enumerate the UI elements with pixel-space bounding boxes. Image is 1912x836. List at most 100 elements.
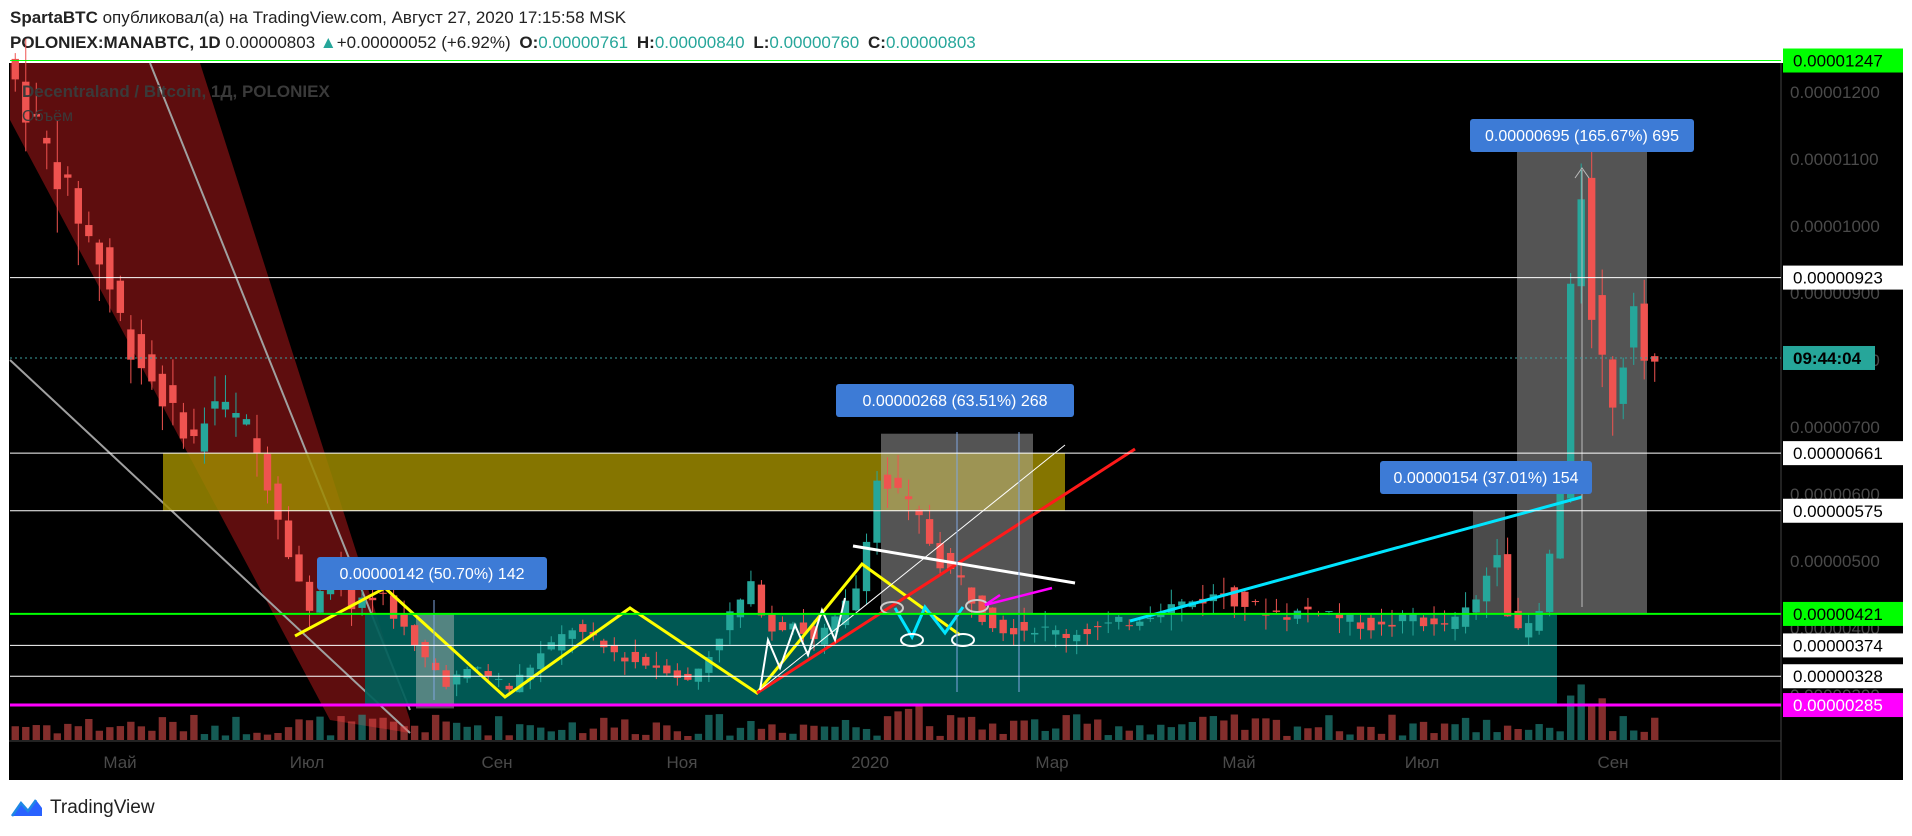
candle-body (1588, 177, 1596, 320)
measure-label-box (836, 384, 1074, 417)
price-label-box (1783, 498, 1903, 523)
candle-body (1335, 614, 1344, 619)
candle-body (768, 614, 776, 632)
price-labels: 0.00001247 0.00000923 0.00000661 0.00000575… (1783, 48, 1903, 718)
candle-body (74, 188, 82, 224)
candle-body (1430, 618, 1438, 625)
candle-body (579, 624, 587, 632)
volume-bar (116, 726, 125, 740)
volume-bar (1167, 727, 1175, 740)
candle-body (789, 623, 797, 630)
watermark-title: Decentraland / Bitcoin, 1Д, POLONIEX (22, 82, 330, 101)
volume-bar (1566, 695, 1575, 740)
volume-bar (179, 731, 188, 740)
volume-bar (904, 708, 913, 740)
price-label-box (1783, 693, 1903, 718)
price-label-box (1783, 664, 1903, 689)
volume-bar (221, 735, 230, 740)
candle-body (64, 174, 72, 178)
volume-bar (1419, 721, 1428, 740)
measure-label-box (1380, 461, 1592, 494)
volume-bar (274, 732, 282, 740)
volume-bar (631, 734, 639, 740)
volume-bar (190, 714, 198, 740)
candle-body (495, 678, 503, 680)
candle-body (1178, 601, 1186, 606)
volume-bar (1314, 727, 1323, 740)
candle-body (1577, 199, 1585, 287)
volume-bar (43, 725, 51, 740)
volume-bar (1367, 726, 1375, 740)
volume-bar (1598, 698, 1606, 740)
volume-bar (452, 722, 461, 740)
volume-bar (1325, 715, 1333, 740)
volume-bar (1199, 716, 1207, 740)
volume-bar (442, 721, 450, 740)
volume-bar (1651, 717, 1659, 740)
author-name[interactable]: SpartaBTC (10, 8, 98, 27)
volume-bar (694, 733, 703, 740)
y-tick-label: 0.00001000 (1790, 217, 1880, 236)
candle-body (852, 588, 860, 611)
volume-bar (1630, 730, 1638, 740)
volume-bar (106, 727, 114, 740)
candle-body (684, 673, 692, 680)
measure-labels: 0.00000142 (50.70%) 142 0.00000268 (63.51… (317, 119, 1694, 590)
volume-bar (852, 727, 860, 740)
volume-bar (1251, 718, 1260, 740)
volume-bar (579, 733, 587, 740)
volume-bar (1335, 731, 1344, 740)
footer-brand-name: TradingView (50, 797, 155, 818)
candle-body (85, 225, 93, 237)
candle-body (473, 667, 482, 669)
price-label-box (1783, 633, 1903, 658)
price-label-text: 0.00001247 (1793, 52, 1883, 71)
candle-body (642, 656, 650, 666)
candle-body (463, 669, 471, 679)
price-label-text: 0.00000285 (1793, 696, 1883, 715)
candle-body (904, 496, 913, 500)
marker-ellipse-2 (951, 633, 975, 647)
volume-bar (705, 714, 713, 740)
candle-body (158, 373, 167, 407)
volume-bar (1041, 730, 1049, 740)
candle-body (232, 413, 240, 418)
volume-bar (1031, 719, 1039, 740)
volume-bar (200, 734, 209, 740)
volume-bar (1440, 723, 1449, 740)
candle-body (179, 412, 188, 439)
volume-bar (148, 730, 156, 740)
volume-bar (505, 735, 513, 740)
candle-body (1083, 629, 1091, 635)
candle-body (316, 591, 324, 613)
volume-bar (1188, 721, 1197, 740)
volume-bar (1493, 732, 1501, 740)
candle-body (1535, 610, 1543, 631)
candle-body (967, 587, 976, 604)
volume-bar (1577, 684, 1585, 740)
volume-bar (473, 725, 482, 740)
volume-bar (736, 727, 745, 740)
candle-body (1388, 624, 1396, 627)
volume-bar (684, 735, 692, 740)
volume-bar (642, 734, 650, 740)
candle-body (190, 429, 198, 437)
volume-bar (652, 722, 661, 740)
close-value: 0.00000803 (885, 33, 976, 52)
volume-bar (158, 717, 167, 740)
volume-bar (715, 714, 724, 740)
candle-body (1031, 632, 1039, 635)
volume-bar (1545, 727, 1554, 740)
measure-label-text: 0.00000268 (63.51%) 268 (862, 393, 1047, 410)
volume-bar (841, 719, 850, 740)
candle-body (410, 625, 419, 646)
volume-bar (389, 721, 398, 740)
volume-bar (883, 716, 892, 740)
falling-channel-zone (10, 63, 410, 733)
footer-brand[interactable]: TradingView (10, 797, 155, 819)
candle-body (1377, 621, 1386, 625)
candle-body (621, 657, 629, 662)
volume-bar (295, 719, 303, 740)
volume-bar (789, 733, 797, 740)
